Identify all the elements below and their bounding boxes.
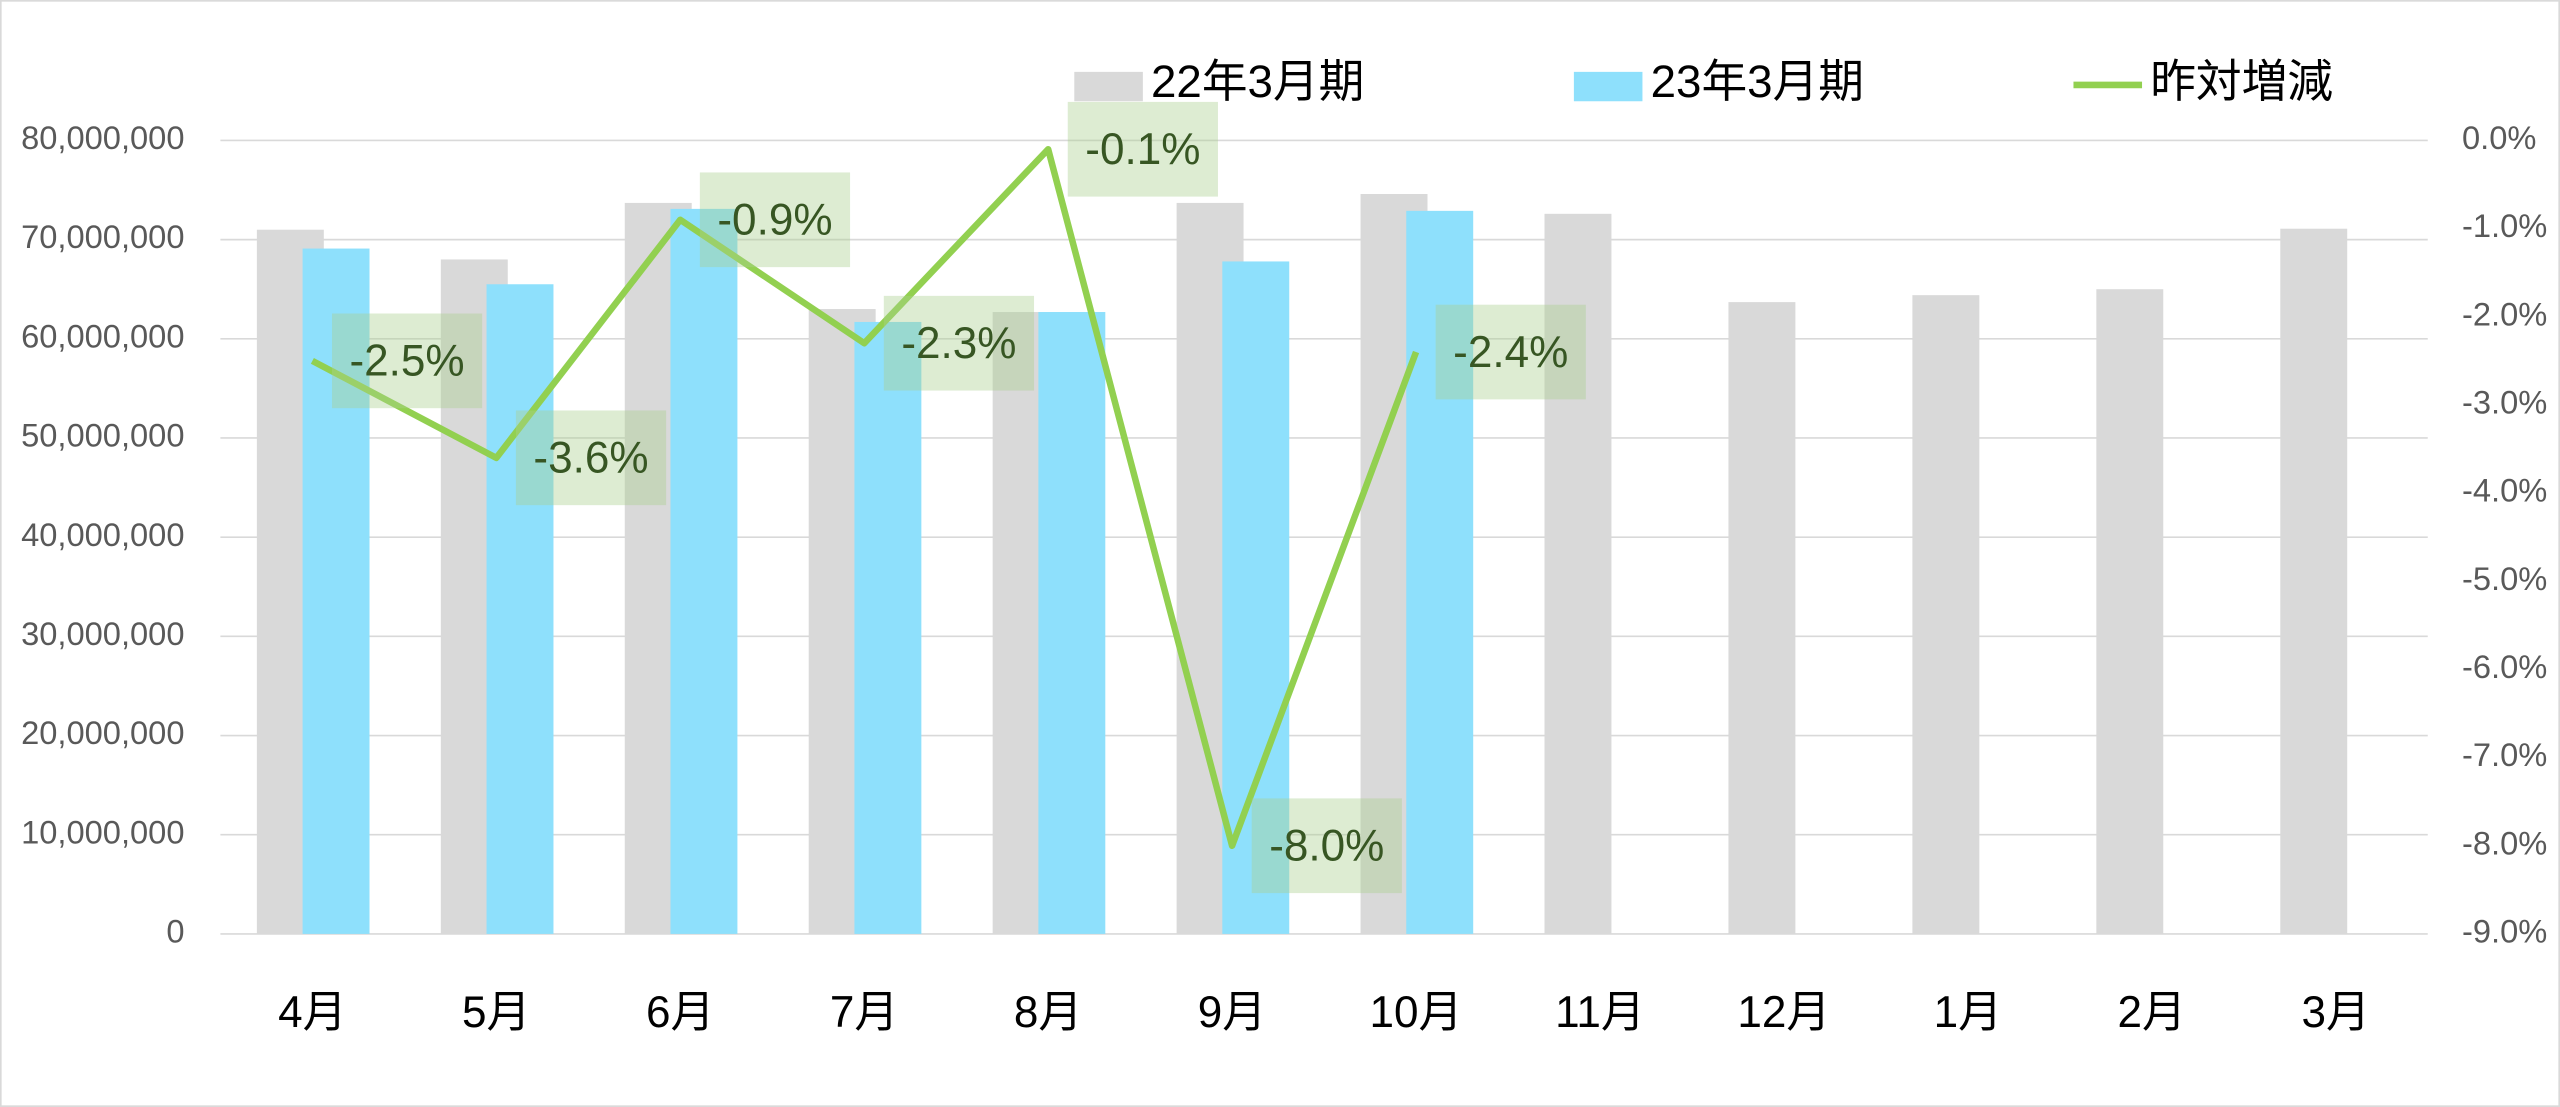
bar — [1544, 213, 1612, 934]
y-tick-label: 30,000,000 — [21, 615, 184, 652]
y2-tick-label: -3.0% — [2462, 384, 2547, 421]
data-label-box — [1251, 798, 1402, 894]
bar — [1912, 295, 1980, 934]
data-label-box — [1435, 304, 1586, 400]
x-tick-label: 6月 — [646, 988, 715, 1037]
y2-tick-label: 0.0% — [2462, 119, 2536, 156]
y-tick-label: 40,000,000 — [21, 516, 184, 553]
bar — [854, 321, 922, 934]
bar — [1406, 210, 1474, 934]
data-label-box — [1067, 101, 1218, 197]
x-tick-label: 8月 — [1014, 988, 1083, 1037]
x-tick-label: 1月 — [1934, 988, 2003, 1037]
data-label-box — [883, 295, 1035, 391]
legend-swatch — [1573, 71, 1643, 102]
bar — [1222, 261, 1290, 934]
y2-tick-label: -5.0% — [2462, 560, 2547, 597]
bar — [2280, 228, 2348, 934]
y2-tick-label: -9.0% — [2462, 913, 2547, 950]
data-label: -0.1% — [1085, 125, 1200, 174]
x-tick-label: 7月 — [830, 988, 899, 1037]
y2-tick-label: -7.0% — [2462, 736, 2547, 773]
x-tick-label: 3月 — [2301, 988, 2370, 1037]
data-label-box — [699, 172, 851, 268]
y-tick-label: 0 — [166, 913, 184, 950]
y2-tick-label: -8.0% — [2462, 824, 2547, 861]
data-label: -8.0% — [1269, 822, 1384, 871]
line — [310, 145, 1420, 850]
y-tick-label: 50,000,000 — [21, 417, 184, 454]
y2-tick-label: -4.0% — [2462, 472, 2547, 509]
x-tick-label: 11月 — [1555, 988, 1645, 1037]
bar — [2096, 289, 2164, 934]
y-tick-label: 80,000,000 — [21, 119, 184, 156]
data-label: -3.6% — [533, 434, 648, 483]
data-label: -2.4% — [1453, 328, 1568, 377]
data-label-box — [515, 410, 667, 506]
y-tick-label: 60,000,000 — [21, 317, 184, 354]
x-tick-label: 9月 — [1198, 988, 1267, 1037]
data-label: -2.5% — [349, 337, 464, 386]
legend-label: 昨対増減 — [2150, 56, 2333, 107]
x-tick-label: 10月 — [1369, 988, 1462, 1037]
y-tick-label: 10,000,000 — [21, 813, 184, 850]
legend-label: 23年3月期 — [1651, 56, 1864, 107]
data-label: -2.3% — [901, 319, 1016, 368]
y2-tick-label: -2.0% — [2462, 295, 2547, 332]
y2-tick-label: -1.0% — [2462, 207, 2547, 244]
x-tick-label: 2月 — [2118, 988, 2187, 1037]
data-label: -0.9% — [717, 196, 832, 245]
y-tick-label: 20,000,000 — [21, 714, 184, 751]
bar — [1038, 312, 1106, 934]
data-label-box — [331, 313, 483, 409]
bar — [1728, 302, 1796, 934]
legend-swatch — [1074, 71, 1143, 102]
legend-label: 22年3月期 — [1151, 56, 1364, 107]
x-tick-label: 4月 — [278, 988, 347, 1037]
bar — [670, 208, 738, 934]
x-tick-label: 5月 — [462, 988, 531, 1037]
y2-tick-label: -6.0% — [2462, 648, 2547, 685]
y-tick-label: 70,000,000 — [21, 218, 184, 255]
bar — [486, 284, 554, 934]
x-tick-label: 12月 — [1737, 988, 1830, 1037]
